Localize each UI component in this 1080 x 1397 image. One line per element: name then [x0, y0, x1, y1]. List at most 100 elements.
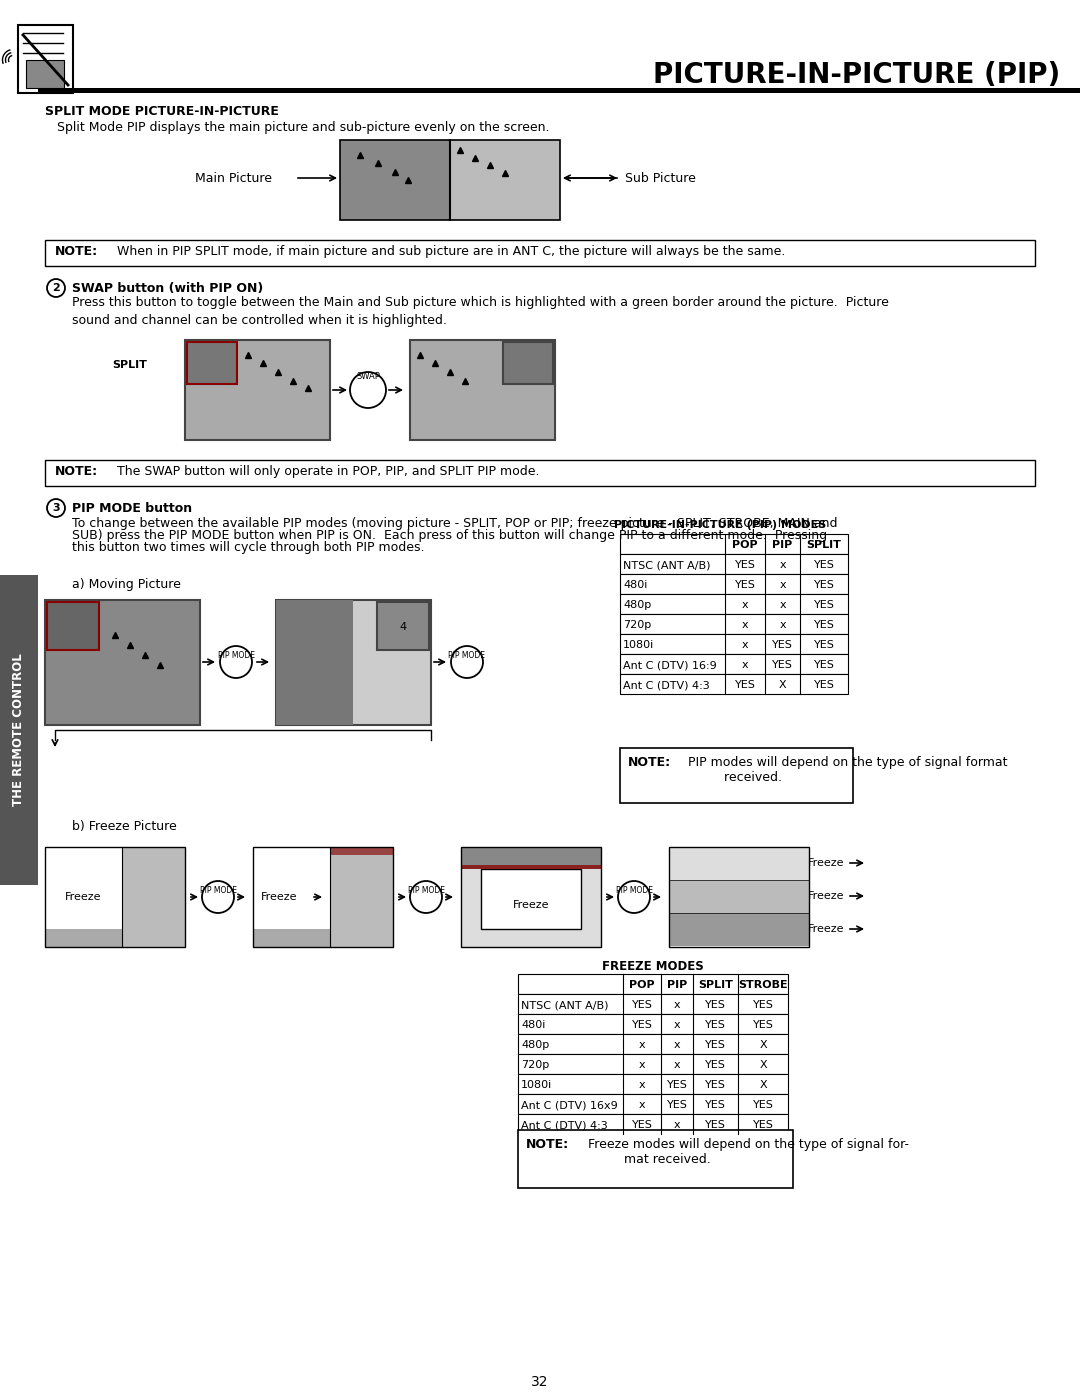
- Bar: [620, 634, 848, 654]
- Bar: [620, 747, 853, 803]
- Bar: [620, 594, 848, 615]
- Text: x: x: [742, 640, 748, 650]
- Text: POP: POP: [732, 541, 758, 550]
- Bar: [340, 140, 450, 219]
- Bar: [669, 914, 809, 946]
- Text: YES: YES: [813, 560, 835, 570]
- Bar: [461, 847, 600, 947]
- Bar: [253, 929, 330, 947]
- Text: PIP MODE: PIP MODE: [217, 651, 255, 659]
- Text: PIP: PIP: [666, 981, 687, 990]
- Text: YES: YES: [753, 1000, 773, 1010]
- Bar: [45, 599, 200, 725]
- Text: PIP MODE: PIP MODE: [407, 886, 445, 895]
- Text: YES: YES: [705, 1000, 726, 1010]
- Text: YES: YES: [632, 1020, 652, 1030]
- Text: x: x: [674, 1039, 680, 1051]
- Text: When in PIP SPLIT mode, if main picture and sub picture are in ANT C, the pictur: When in PIP SPLIT mode, if main picture …: [105, 244, 785, 258]
- Bar: [518, 974, 788, 995]
- Bar: [18, 25, 73, 94]
- Bar: [38, 88, 1080, 94]
- Text: YES: YES: [632, 1120, 652, 1130]
- Text: Press this button to toggle between the Main and Sub picture which is highlighte: Press this button to toggle between the …: [72, 296, 889, 327]
- Text: Freeze: Freeze: [513, 900, 550, 909]
- Bar: [461, 847, 600, 865]
- Circle shape: [48, 279, 65, 298]
- Text: Freeze: Freeze: [808, 891, 843, 901]
- Circle shape: [410, 882, 442, 914]
- Bar: [620, 654, 848, 673]
- Text: x: x: [779, 580, 786, 590]
- Text: 32: 32: [531, 1375, 549, 1389]
- Text: X: X: [779, 680, 786, 690]
- Text: PIP MODE button: PIP MODE button: [72, 502, 192, 515]
- Text: x: x: [674, 1060, 680, 1070]
- Text: YES: YES: [753, 1099, 773, 1111]
- Circle shape: [202, 882, 234, 914]
- Bar: [669, 847, 809, 880]
- Text: NTSC (ANT A/B): NTSC (ANT A/B): [623, 560, 711, 570]
- Text: 1080i: 1080i: [623, 640, 654, 650]
- Text: x: x: [638, 1039, 646, 1051]
- Bar: [481, 869, 581, 929]
- Bar: [518, 995, 788, 1014]
- Text: YES: YES: [813, 680, 835, 690]
- Text: YES: YES: [705, 1020, 726, 1030]
- Text: To change between the available PIP modes (moving picture - SPLIT, POP or PIP; f: To change between the available PIP mode…: [72, 517, 837, 529]
- Circle shape: [220, 645, 252, 678]
- Text: Ant C (DTV) 16:9: Ant C (DTV) 16:9: [623, 659, 717, 671]
- Text: X: X: [759, 1039, 767, 1051]
- Bar: [518, 1074, 788, 1094]
- Text: YES: YES: [734, 680, 755, 690]
- Text: Ant C (DTV) 16x9: Ant C (DTV) 16x9: [521, 1099, 618, 1111]
- Bar: [410, 339, 555, 440]
- Text: NOTE:: NOTE:: [55, 465, 98, 478]
- Text: YES: YES: [705, 1080, 726, 1090]
- Text: x: x: [638, 1080, 646, 1090]
- Bar: [518, 1130, 793, 1187]
- Text: YES: YES: [705, 1099, 726, 1111]
- Text: SWAP: SWAP: [356, 372, 380, 381]
- Bar: [45, 847, 122, 947]
- Text: YES: YES: [772, 659, 793, 671]
- Text: 480p: 480p: [521, 1039, 550, 1051]
- Text: 480i: 480i: [623, 580, 647, 590]
- Text: x: x: [674, 1120, 680, 1130]
- Bar: [518, 1014, 788, 1034]
- Text: PIP: PIP: [772, 541, 793, 550]
- Bar: [185, 339, 330, 440]
- Bar: [276, 599, 353, 725]
- Text: x: x: [779, 599, 786, 610]
- Bar: [330, 847, 393, 855]
- Text: x: x: [742, 620, 748, 630]
- Bar: [620, 673, 848, 694]
- Text: PICTURE-IN-PICTURE (PIP) MODES: PICTURE-IN-PICTURE (PIP) MODES: [613, 520, 826, 529]
- Bar: [620, 615, 848, 634]
- Text: NTSC (ANT A/B): NTSC (ANT A/B): [521, 1000, 608, 1010]
- Text: x: x: [742, 659, 748, 671]
- Text: Split Mode PIP displays the main picture and sub-picture evenly on the screen.: Split Mode PIP displays the main picture…: [45, 122, 550, 134]
- Text: 4: 4: [400, 622, 406, 631]
- Text: Sub Picture: Sub Picture: [625, 172, 696, 184]
- Text: YES: YES: [813, 599, 835, 610]
- Text: x: x: [779, 620, 786, 630]
- Text: SUB) press the PIP MODE button when PIP is ON.  Each press of this button will c: SUB) press the PIP MODE button when PIP …: [72, 529, 827, 542]
- Text: x: x: [742, 599, 748, 610]
- Text: NOTE:: NOTE:: [526, 1139, 569, 1151]
- Text: 480p: 480p: [623, 599, 651, 610]
- Bar: [518, 1053, 788, 1074]
- Text: YES: YES: [666, 1099, 688, 1111]
- Bar: [461, 847, 600, 947]
- Text: x: x: [779, 560, 786, 570]
- Text: YES: YES: [813, 640, 835, 650]
- Text: PIP modes will depend on the type of signal format
           received.: PIP modes will depend on the type of sig…: [680, 756, 1008, 784]
- Bar: [377, 602, 429, 650]
- Text: SPLIT: SPLIT: [698, 981, 733, 990]
- Text: 2: 2: [52, 284, 59, 293]
- Bar: [620, 555, 848, 574]
- Text: YES: YES: [705, 1120, 726, 1130]
- Bar: [45, 460, 1035, 486]
- Text: FREEZE MODES: FREEZE MODES: [603, 960, 704, 972]
- Text: YES: YES: [734, 560, 755, 570]
- Bar: [276, 599, 431, 725]
